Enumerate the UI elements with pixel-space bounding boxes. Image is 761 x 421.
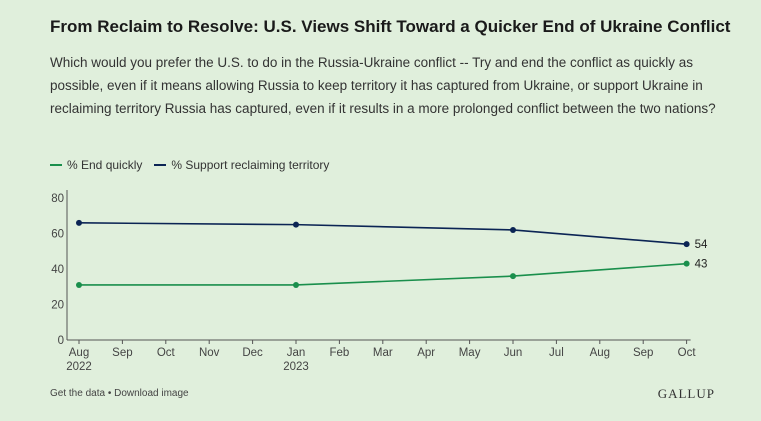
x-tick-label: Nov: [199, 347, 220, 359]
x-tick-label: Feb: [329, 347, 349, 359]
x-tick-label: Jun: [504, 347, 523, 359]
download-image-link[interactable]: Download image: [114, 388, 189, 399]
x-tick-label: Aug: [590, 347, 610, 359]
legend-swatch-support-reclaiming: [154, 164, 167, 166]
x-tick-label: May: [459, 347, 481, 359]
chart-title: From Reclaim to Resolve: U.S. Views Shif…: [50, 17, 731, 36]
line-chart: 0 20 40 60 80 Aug 2022 Sep Oct Nov Dec Jan 2023 Feb Ma…: [51, 190, 708, 373]
chart-subtitle: Which would you prefer the U.S. to do in…: [50, 55, 716, 116]
data-point-0: [683, 260, 690, 267]
y-tick-label: 20: [51, 300, 64, 312]
footer-links: Get the data • Download image: [50, 388, 189, 399]
x-tick-label: Jan: [287, 347, 306, 359]
y-tick-label: 40: [51, 264, 64, 276]
data-point-1: [683, 241, 690, 248]
y-tick-label: 0: [58, 335, 64, 347]
series-line-0: [79, 262, 687, 286]
legend-item-end-quickly: % End quickly: [50, 158, 142, 172]
data-point-0: [76, 281, 82, 288]
end-value-label-0: 43: [695, 259, 708, 271]
legend-item-support-reclaiming: % Support reclaiming territory: [154, 158, 329, 172]
legend-label-end-quickly: % End quickly: [67, 158, 143, 172]
x-tick-label: Aug: [69, 347, 89, 359]
x-tick-label: Sep: [633, 347, 653, 359]
x-tick-label: Sep: [112, 347, 132, 359]
chart-legend: % End quickly % Support reclaiming terri…: [50, 158, 329, 172]
data-point-1: [76, 219, 82, 226]
get-data-link[interactable]: Get the data: [50, 388, 106, 399]
series-line-1: [78, 222, 687, 245]
data-point-0: [293, 281, 299, 288]
x-tick-label: Oct: [157, 347, 176, 359]
data-point-1: [510, 226, 516, 233]
legend-label-support-reclaiming: % Support reclaiming territory: [171, 158, 330, 172]
legend-swatch-end-quickly: [50, 164, 62, 166]
x-tick-label: Mar: [373, 347, 393, 359]
y-tick-label: 80: [51, 193, 64, 205]
x-tick-label: Jul: [549, 347, 564, 359]
x-tick-label: Oct: [678, 347, 697, 359]
x-tick-label: Dec: [242, 347, 263, 359]
x-tick-year-label: 2022: [66, 361, 92, 373]
end-value-label-1: 54: [695, 239, 708, 251]
data-point-0: [510, 273, 516, 280]
gallup-logo: GALLUP: [657, 386, 715, 401]
data-point-1: [293, 221, 299, 228]
footer-separator: •: [105, 388, 115, 399]
y-tick-label: 60: [51, 229, 64, 241]
x-tick-label: Apr: [417, 347, 435, 359]
x-tick-year-label: 2023: [283, 361, 309, 373]
